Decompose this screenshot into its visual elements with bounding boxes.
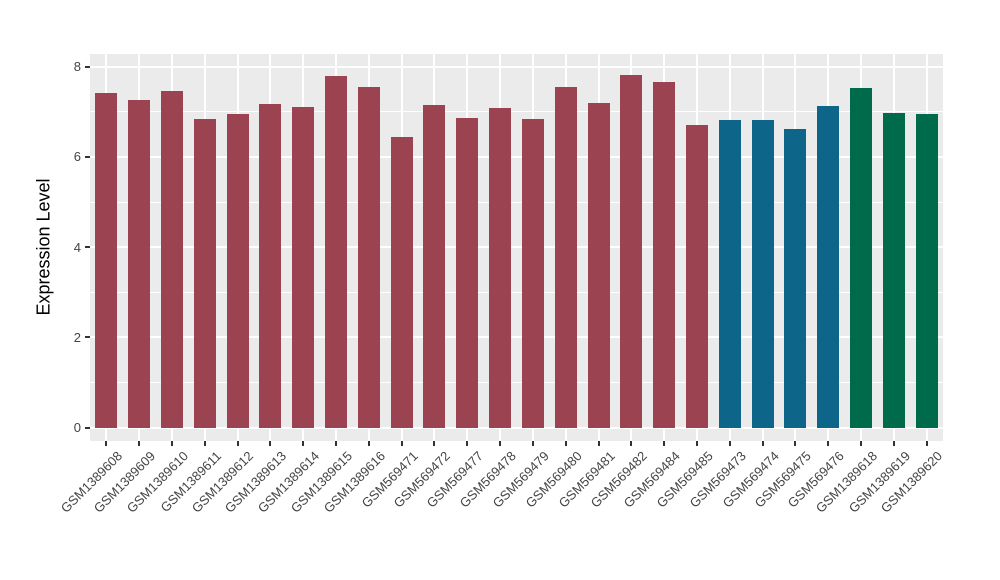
bar [259, 103, 282, 428]
major-gridline [90, 65, 943, 68]
x-tick-mark [859, 441, 862, 446]
bar [587, 102, 610, 428]
bar [128, 100, 151, 428]
x-tick-mark [105, 441, 108, 446]
x-tick-mark [236, 441, 239, 446]
y-tick-mark [85, 65, 90, 68]
x-tick-mark [302, 441, 305, 446]
major-gridline [90, 246, 943, 249]
x-tick-mark [597, 441, 600, 446]
bar [620, 74, 643, 428]
x-tick-mark [367, 441, 370, 446]
x-tick-mark [138, 441, 141, 446]
bar [817, 105, 840, 428]
bar [325, 75, 348, 428]
bar [390, 136, 413, 428]
y-tick-label: 4 [73, 239, 81, 255]
x-tick-mark [925, 441, 928, 446]
bar [718, 119, 741, 428]
bar [521, 118, 544, 428]
x-tick-mark [335, 441, 338, 446]
x-tick-mark [728, 441, 731, 446]
bar [292, 107, 315, 428]
y-tick-mark [85, 426, 90, 429]
x-tick-mark [171, 441, 174, 446]
bar [489, 108, 512, 428]
x-tick-mark [466, 441, 469, 446]
minor-gridline [90, 201, 943, 203]
x-tick-mark [269, 441, 272, 446]
x-tick-mark [761, 441, 764, 446]
bar [193, 118, 216, 428]
y-tick-label: 8 [73, 59, 81, 75]
plot-panel [90, 54, 943, 441]
major-gridline [90, 426, 943, 429]
minor-gridline [90, 381, 943, 383]
x-tick-mark [499, 441, 502, 446]
y-tick-label: 6 [73, 149, 81, 165]
bar [357, 87, 380, 428]
bar [915, 114, 938, 428]
x-tick-mark [892, 441, 895, 446]
bar [751, 119, 774, 428]
bar [882, 112, 905, 428]
y-tick-mark [85, 155, 90, 158]
x-tick-mark [695, 441, 698, 446]
bar [784, 128, 807, 428]
bar [95, 92, 118, 428]
major-gridline [90, 155, 943, 158]
x-tick-mark [564, 441, 567, 446]
x-tick-mark [203, 441, 206, 446]
x-tick-mark [433, 441, 436, 446]
x-tick-mark [630, 441, 633, 446]
bar [161, 91, 184, 428]
bar [653, 82, 676, 428]
bar [554, 87, 577, 428]
x-tick-mark [827, 441, 830, 446]
bar [226, 114, 249, 428]
minor-gridline [90, 291, 943, 293]
x-tick-mark [400, 441, 403, 446]
bar [685, 125, 708, 428]
y-tick-label: 2 [73, 329, 81, 345]
bar [456, 117, 479, 428]
y-tick-mark [85, 246, 90, 249]
x-tick-mark [663, 441, 666, 446]
bar [423, 104, 446, 428]
minor-gridline [90, 111, 943, 113]
x-tick-mark [531, 441, 534, 446]
y-tick-mark [85, 336, 90, 339]
major-gridline [90, 336, 943, 339]
bar [849, 87, 872, 428]
x-tick-mark [794, 441, 797, 446]
y-tick-label: 0 [73, 420, 81, 435]
